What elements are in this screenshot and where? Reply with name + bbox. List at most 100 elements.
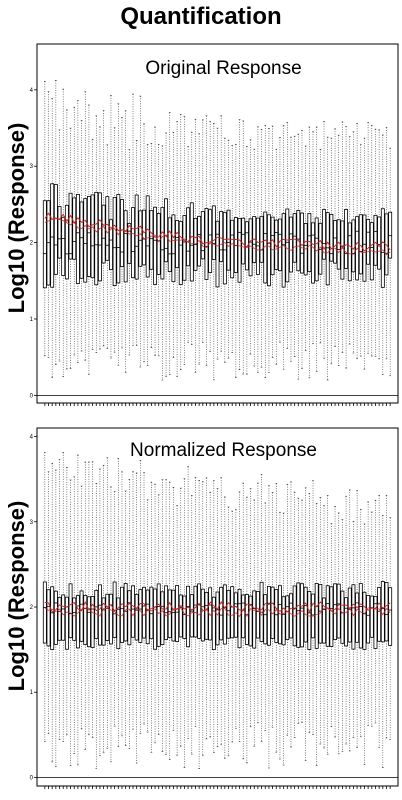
iqr-box bbox=[75, 595, 80, 649]
sample-box bbox=[94, 115, 99, 353]
iqr-box bbox=[153, 588, 157, 650]
iqr-box bbox=[116, 597, 121, 650]
iqr-box bbox=[149, 586, 154, 640]
iqr-box bbox=[101, 597, 106, 646]
iqr-box bbox=[204, 592, 209, 640]
iqr-box bbox=[72, 197, 77, 260]
iqr-box bbox=[79, 201, 84, 279]
iqr-box bbox=[171, 214, 176, 283]
iqr-box bbox=[278, 585, 282, 645]
sample-box bbox=[131, 471, 135, 730]
sample-box bbox=[388, 517, 393, 740]
sample-box bbox=[226, 139, 231, 359]
iqr-box bbox=[285, 208, 290, 283]
iqr-box bbox=[366, 595, 371, 644]
sample-box bbox=[97, 468, 102, 756]
sample-box bbox=[233, 509, 238, 729]
sample-box bbox=[189, 495, 194, 755]
iqr-box bbox=[72, 597, 77, 641]
sample-box bbox=[189, 131, 194, 345]
sample-box bbox=[112, 127, 117, 353]
iqr-box bbox=[120, 199, 124, 267]
iqr-box bbox=[226, 209, 231, 271]
sample-box bbox=[222, 137, 227, 363]
iqr-box bbox=[384, 213, 389, 276]
sample-box bbox=[175, 505, 180, 756]
sample-box bbox=[123, 490, 128, 747]
sample-box bbox=[241, 482, 246, 760]
iqr-box bbox=[189, 594, 194, 638]
sample-box bbox=[211, 480, 216, 753]
sample-box bbox=[53, 469, 58, 767]
iqr-box bbox=[120, 586, 124, 643]
iqr-box bbox=[200, 588, 205, 642]
sample-box bbox=[237, 119, 242, 371]
iqr-box bbox=[333, 220, 338, 264]
sample-box bbox=[266, 485, 271, 769]
iqr-box bbox=[270, 216, 275, 276]
iqr-box bbox=[182, 595, 187, 639]
iqr-box bbox=[90, 596, 95, 648]
sample-box bbox=[193, 477, 198, 727]
sample-box bbox=[384, 127, 389, 360]
iqr-box bbox=[57, 206, 62, 259]
mean-trend-line bbox=[44, 212, 391, 252]
iqr-box bbox=[53, 590, 58, 645]
iqr-box bbox=[311, 222, 315, 284]
iqr-box bbox=[57, 596, 62, 641]
sample-box bbox=[307, 493, 312, 734]
iqr-box bbox=[362, 214, 367, 282]
sample-box bbox=[197, 133, 202, 365]
sample-box bbox=[362, 523, 367, 765]
sample-box bbox=[296, 497, 301, 724]
sample-box bbox=[109, 486, 113, 763]
iqr-box bbox=[42, 200, 47, 289]
sample-box bbox=[156, 144, 161, 357]
iqr-box bbox=[86, 195, 91, 277]
iqr-box bbox=[109, 593, 113, 645]
iqr-box bbox=[167, 217, 172, 272]
iqr-box bbox=[259, 215, 264, 263]
sample-box bbox=[325, 136, 330, 381]
sample-box bbox=[215, 488, 220, 748]
iqr-box bbox=[153, 206, 157, 285]
sample-box bbox=[369, 125, 374, 357]
sample-box bbox=[94, 483, 99, 769]
sample-box bbox=[83, 91, 88, 361]
sample-box bbox=[46, 471, 51, 734]
iqr-box bbox=[230, 586, 235, 639]
sample-box bbox=[322, 505, 326, 749]
iqr-box bbox=[178, 594, 183, 638]
iqr-box bbox=[131, 585, 135, 638]
iqr-box bbox=[186, 585, 191, 648]
iqr-box bbox=[322, 209, 326, 260]
iqr-box bbox=[138, 210, 143, 267]
iqr-box bbox=[90, 194, 95, 279]
sample-box bbox=[142, 123, 146, 363]
iqr-box bbox=[160, 207, 165, 280]
sample-box bbox=[219, 115, 224, 352]
sample-box bbox=[193, 118, 198, 373]
panel-title: Original Response bbox=[145, 58, 301, 79]
iqr-box bbox=[296, 210, 301, 272]
iqr-box bbox=[355, 216, 360, 281]
iqr-box bbox=[61, 594, 66, 641]
iqr-box bbox=[97, 192, 102, 282]
sample-box bbox=[377, 129, 382, 360]
sample-box bbox=[329, 523, 334, 728]
iqr-box bbox=[105, 593, 110, 641]
sample-box bbox=[86, 104, 91, 375]
iqr-box bbox=[167, 589, 172, 638]
iqr-box bbox=[266, 586, 271, 646]
sample-box bbox=[120, 471, 124, 737]
sample-box bbox=[252, 499, 257, 747]
iqr-box bbox=[200, 211, 205, 260]
iqr-box bbox=[244, 594, 249, 645]
sample-box bbox=[79, 120, 84, 352]
sample-box bbox=[42, 81, 47, 357]
iqr-box bbox=[197, 215, 202, 267]
sample-box bbox=[61, 452, 66, 742]
iqr-box bbox=[351, 219, 356, 273]
figure-title: Quantification bbox=[120, 3, 282, 30]
